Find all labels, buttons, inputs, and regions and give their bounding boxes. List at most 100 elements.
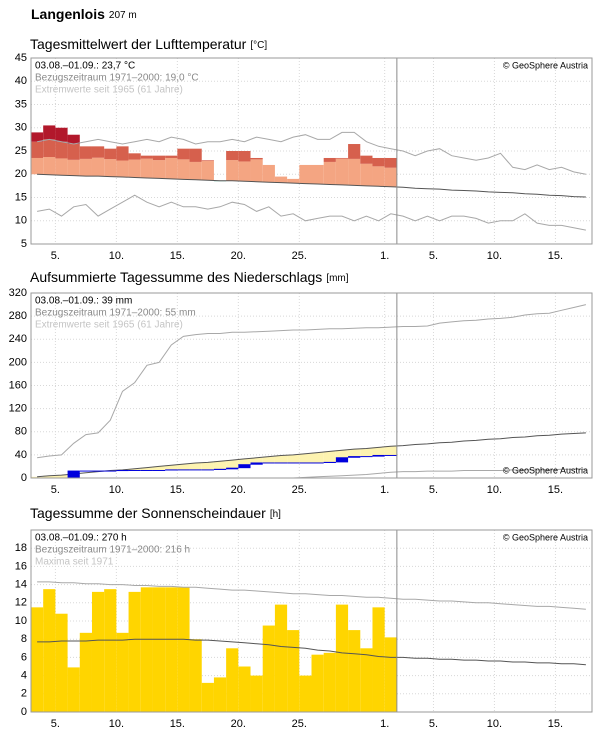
temp-bar-low [152,160,166,179]
x-tick-label: 25. [292,484,307,496]
plot-frame [30,292,593,479]
credit: © GeoSphere Austria [503,60,588,70]
y-tick-label: 15 [15,191,27,203]
chart-panel: Aufsummierte Tagessumme des Niederschlag… [9,269,593,496]
sunshine-bar [165,587,178,712]
reference-line [37,638,586,666]
temp-bar-low [384,167,397,187]
x-tick-label: 1. [380,718,389,729]
temp-bar-low [55,158,68,176]
sunshine-bar [55,613,68,712]
sunshine-bar [140,587,153,712]
deficit-area [55,475,68,478]
deficit-area [226,460,239,469]
precip-increment [250,462,263,465]
temp-bar-low [372,166,385,187]
reference-line [37,173,586,198]
deficit-area [311,452,324,463]
x-tick-label: 15. [170,718,185,729]
max-line [37,304,587,459]
sunshine-bar [262,625,275,712]
y-tick-label: 10 [15,615,27,627]
temp-bar-mid [152,155,166,161]
y-tick-label: 5 [21,238,27,250]
temp-bar-mid [335,157,349,159]
deficit-area [165,465,178,470]
deficit-area [213,461,227,470]
sunshine-bar [189,639,202,712]
x-tick-label: 5. [429,718,438,729]
temp-bar-low [348,158,361,186]
temp-bar-low [299,164,312,184]
temp-bar-low [274,176,288,183]
temp-bar-mid [384,157,397,168]
deficit-area [152,466,166,471]
y-tick-label: 8 [21,633,27,645]
title-text: Aufsummierte Tagessumme des Niederschlag… [30,269,322,285]
deficit-area [31,476,44,478]
sunshine-bar [31,607,44,712]
y-tick-label: 6 [21,651,27,663]
y-tick-label: 4 [21,670,27,682]
temp-bar-low [43,157,56,175]
temp-bar-mid [360,155,373,164]
chart-panel: Tagessumme der Sonnenscheindauer [h] 0 2 4 6 8… [15,505,593,729]
title-unit: [°C] [250,40,267,51]
info-text: 03.08.–01.09.: 39 mm [35,296,132,307]
y-tick-label: 30 [15,122,27,134]
y-tick-label: 35 [15,98,27,110]
y-tick-label: 18 [15,542,27,554]
temp-bar-mid [372,157,385,167]
deficit-area [348,449,361,457]
x-tick-label: 15. [548,718,563,729]
x-tick-label: 15. [170,250,185,262]
deficit-area [238,458,251,465]
temp-bar-mid [250,157,263,160]
station-header: Langenlois 207 m [31,6,137,22]
plot-frame [30,57,593,245]
deficit-area [299,453,312,463]
deficit-area [274,455,288,463]
min-line [37,194,586,231]
temp-bar-low [91,157,105,177]
x-tick-label: 5. [429,250,438,262]
station-name: Langenlois [31,6,105,22]
precip-increment [116,470,129,472]
sunshine-bar [323,652,336,712]
deficit-area [384,446,397,456]
temp-bar-low [226,160,239,181]
info-text: Extremwerte seit 1965 (61 Jahre) [35,320,183,331]
deficit-area [287,454,300,463]
sunshine-bar [79,632,92,712]
temp-bar-mid [323,157,336,162]
sunshine-bar [226,648,239,712]
x-tick-label: 10. [109,718,124,729]
temp-bar-low [189,161,202,180]
precip-increment [335,457,349,463]
precip-increment [372,455,385,457]
y-tick-label: 280 [9,310,27,322]
plot-frame [30,529,593,713]
temp-bar-low [250,159,263,182]
x-tick-label: 20. [231,718,246,729]
sunshine-bar [104,589,117,712]
sunshine-bar [238,666,251,712]
y-tick-label: 2 [21,688,27,700]
deficit-area [262,456,275,463]
precip-increment [165,469,178,471]
y-tick-label: 25 [15,145,27,157]
sunshine-bar [67,667,80,712]
deficit-area [360,448,373,457]
sunshine-bar [201,682,214,712]
info-text: 03.08.–01.09.: 23,7 °C [35,61,135,72]
precip-increment [348,456,361,458]
x-tick-label: 20. [231,484,246,496]
info-text: Maxima seit 1971 [35,557,114,568]
deficit-area [250,457,263,463]
sunshine-bar [43,589,56,712]
temp-bar-low [323,161,336,185]
x-tick-label: 20. [231,250,246,262]
temp-bar-mid [91,146,105,158]
x-tick-label: 10. [109,484,124,496]
reference-line [37,432,586,478]
